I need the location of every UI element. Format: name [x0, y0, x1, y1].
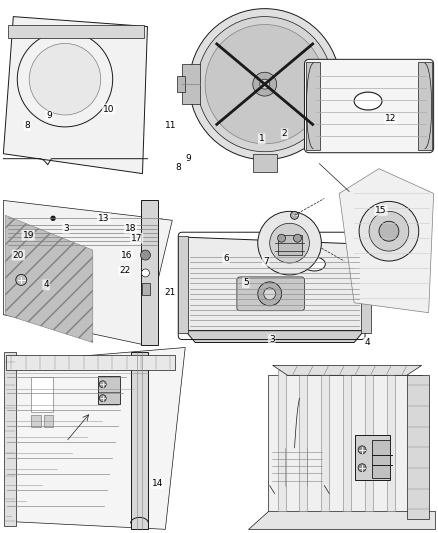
Text: 4: 4	[43, 280, 49, 289]
Bar	[7, 356, 175, 370]
Circle shape	[141, 269, 149, 277]
Circle shape	[253, 72, 277, 96]
Text: 13: 13	[98, 214, 110, 223]
Circle shape	[260, 79, 270, 89]
Bar	[98, 376, 120, 404]
Text: 20: 20	[13, 251, 24, 260]
Bar	[307, 62, 320, 150]
Bar	[182, 64, 200, 104]
Bar	[44, 415, 53, 427]
Bar	[365, 370, 373, 512]
Bar	[142, 283, 150, 295]
Text: 22: 22	[119, 266, 130, 276]
Circle shape	[278, 234, 286, 242]
Bar	[178, 236, 188, 333]
Text: 18: 18	[125, 224, 136, 233]
Text: 9: 9	[185, 154, 191, 163]
Circle shape	[379, 221, 399, 241]
Bar	[31, 415, 41, 427]
Circle shape	[141, 250, 150, 260]
Bar	[355, 435, 390, 480]
Polygon shape	[5, 215, 93, 343]
Bar	[270, 448, 324, 486]
Bar	[278, 370, 286, 512]
Circle shape	[264, 288, 276, 300]
Bar	[141, 200, 159, 344]
Polygon shape	[339, 168, 434, 313]
Ellipse shape	[354, 92, 382, 110]
Bar	[407, 375, 429, 519]
Text: 3: 3	[63, 224, 69, 233]
Circle shape	[258, 212, 321, 275]
Bar	[372, 440, 390, 478]
Polygon shape	[248, 512, 434, 529]
Bar	[275, 456, 329, 494]
Bar	[131, 352, 148, 529]
Text: 3: 3	[269, 335, 275, 344]
Text: 9: 9	[46, 111, 52, 120]
Text: 2: 2	[282, 130, 287, 139]
Polygon shape	[185, 237, 364, 330]
Text: 17: 17	[131, 233, 142, 243]
Circle shape	[205, 25, 324, 144]
Text: 8: 8	[175, 163, 181, 172]
Text: 14: 14	[152, 479, 163, 488]
Text: 16: 16	[121, 251, 132, 260]
Text: 6: 6	[223, 254, 229, 263]
Text: 11: 11	[165, 122, 176, 131]
Circle shape	[270, 223, 309, 263]
Bar	[268, 375, 422, 519]
Circle shape	[369, 212, 409, 251]
Text: 12: 12	[385, 115, 396, 124]
Polygon shape	[7, 348, 185, 529]
Circle shape	[258, 282, 282, 306]
Circle shape	[99, 381, 106, 387]
Circle shape	[51, 216, 55, 220]
Circle shape	[29, 43, 101, 115]
Circle shape	[293, 234, 301, 242]
FancyBboxPatch shape	[304, 59, 434, 153]
Circle shape	[17, 31, 113, 127]
Bar	[278, 235, 303, 255]
Text: 1: 1	[259, 134, 265, 143]
Bar	[418, 62, 431, 150]
Bar	[253, 154, 277, 172]
Bar	[31, 377, 53, 412]
Text: 4: 4	[364, 338, 370, 347]
Circle shape	[359, 201, 419, 261]
Polygon shape	[4, 200, 172, 344]
Text: 21: 21	[165, 288, 176, 297]
Text: 10: 10	[103, 104, 114, 114]
Bar	[275, 482, 319, 494]
Circle shape	[358, 446, 366, 454]
Bar	[8, 25, 145, 38]
Circle shape	[197, 17, 332, 152]
Circle shape	[99, 394, 106, 402]
Text: 8: 8	[25, 122, 30, 131]
Circle shape	[290, 212, 298, 219]
Bar	[321, 370, 329, 512]
Circle shape	[16, 274, 27, 285]
Text: 15: 15	[375, 206, 387, 215]
FancyBboxPatch shape	[237, 277, 304, 311]
Polygon shape	[273, 365, 422, 375]
Bar	[300, 370, 307, 512]
Text: 7: 7	[263, 256, 268, 265]
Bar	[4, 352, 16, 527]
Ellipse shape	[304, 257, 325, 271]
Bar	[361, 236, 371, 333]
Bar	[343, 370, 351, 512]
Text: 19: 19	[22, 231, 34, 240]
Bar	[177, 76, 185, 92]
Bar	[387, 370, 395, 512]
Polygon shape	[4, 17, 148, 174]
Text: 5: 5	[243, 278, 249, 287]
Circle shape	[189, 9, 340, 160]
Circle shape	[358, 464, 366, 472]
Polygon shape	[185, 330, 364, 343]
